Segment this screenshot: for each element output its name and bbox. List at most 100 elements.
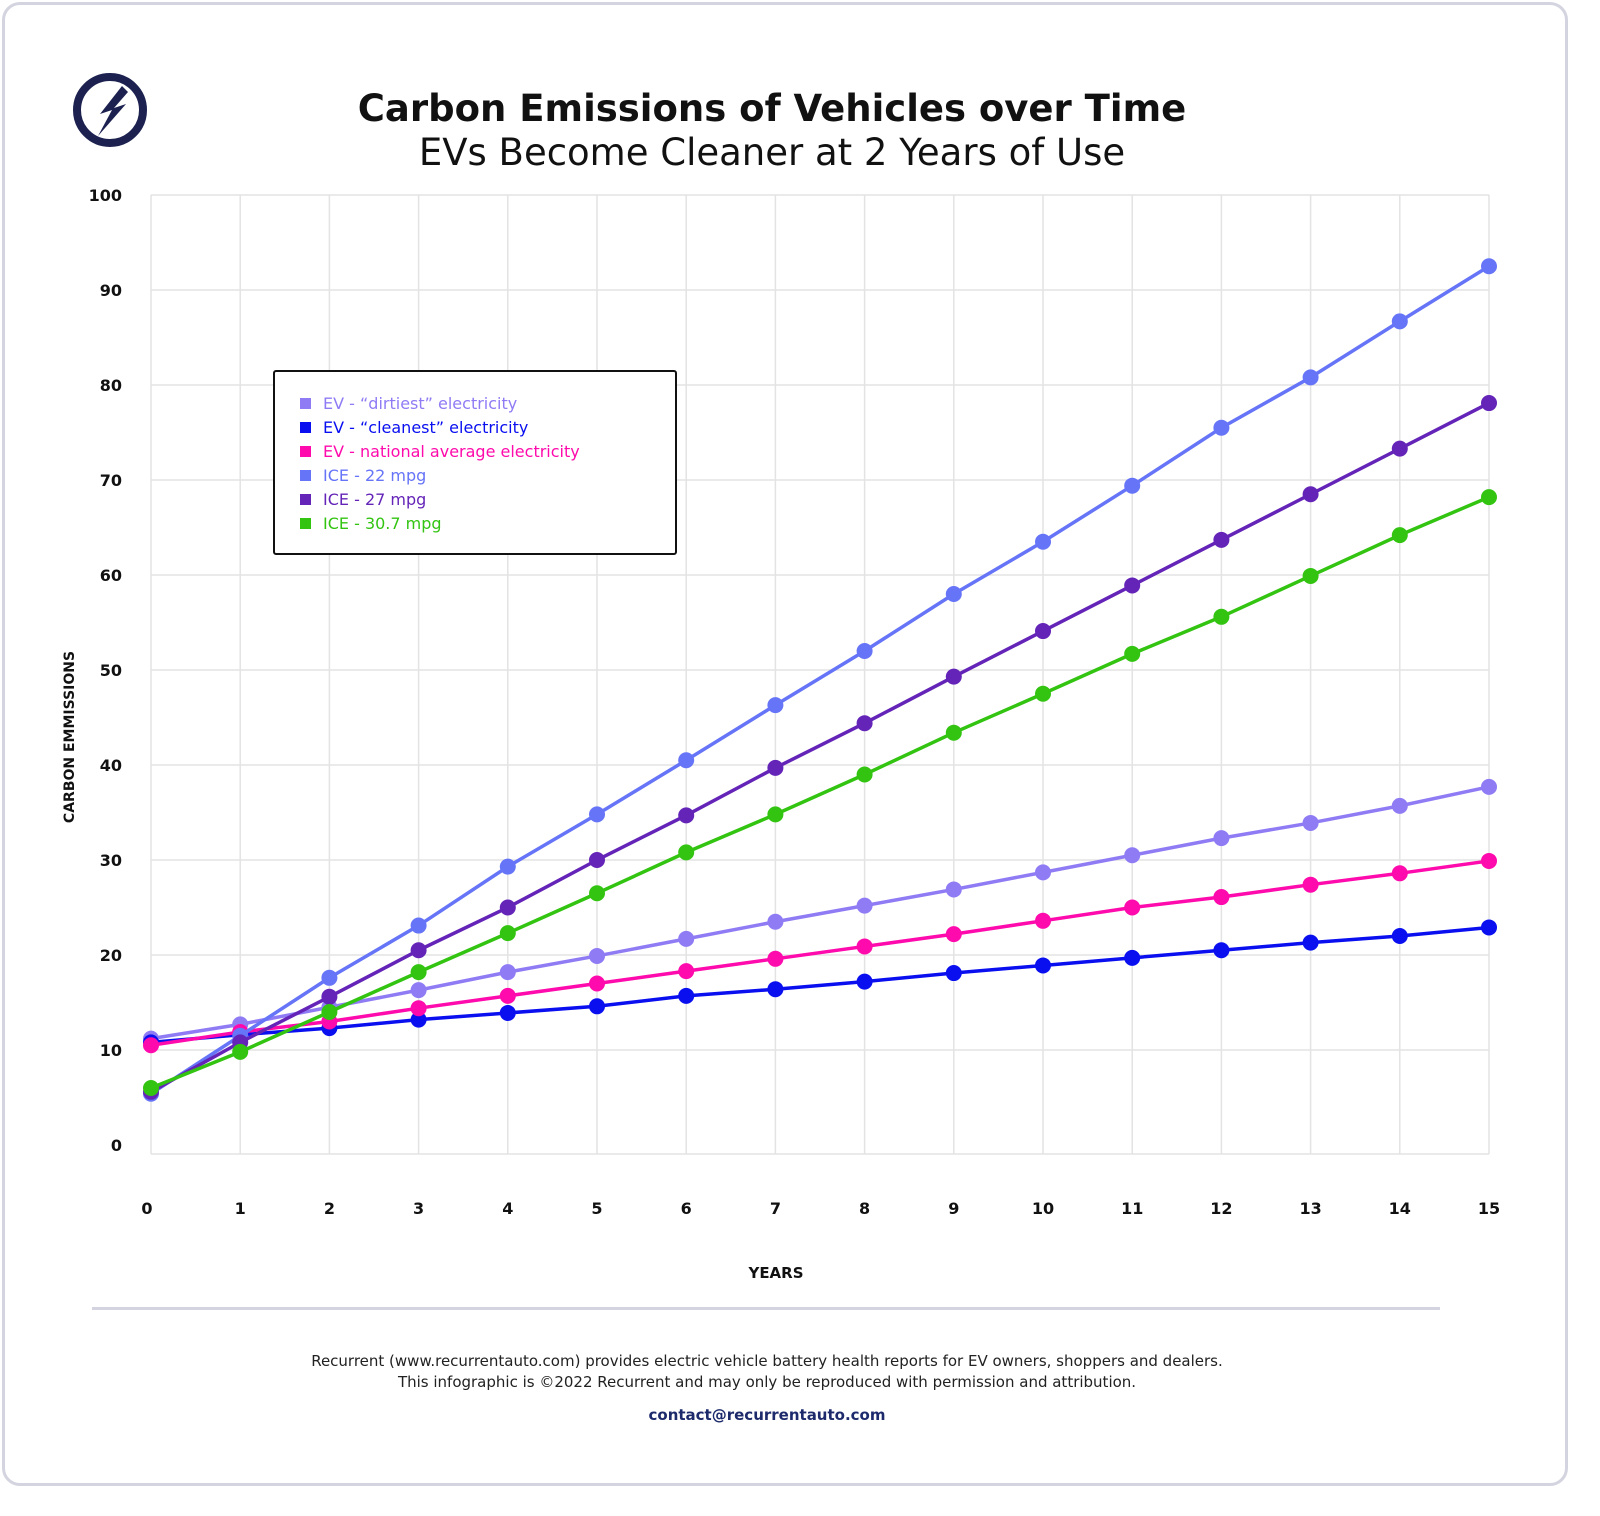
series-4: [143, 395, 1497, 1100]
series-3: [143, 258, 1497, 1102]
legend-label: EV - national average electricity: [323, 442, 580, 461]
data-point: [589, 806, 605, 823]
data-point: [1302, 814, 1319, 831]
data-point: [1124, 949, 1141, 966]
data-point: [321, 969, 338, 986]
legend-item: ICE - 22 mpg: [300, 466, 426, 485]
data-point: [856, 938, 873, 955]
series-1: [143, 919, 1497, 1051]
y-tick-label: 100: [89, 186, 122, 205]
data-point: [499, 899, 516, 916]
data-point: [678, 752, 695, 769]
series-line: [150, 925, 1490, 1045]
legend-swatch-icon: [300, 470, 311, 481]
data-point: [1213, 942, 1230, 959]
series-5: [143, 489, 1497, 1096]
series-line: [150, 495, 1490, 1090]
data-point: [1213, 531, 1230, 548]
data-point: [945, 965, 962, 982]
x-tick-label: 0: [141, 1199, 152, 1218]
legend-label: EV - “cleanest” electricity: [323, 418, 529, 437]
data-point: [232, 1043, 249, 1060]
infographic-frame: Carbon Emissions of Vehicles over Time E…: [2, 2, 1568, 1486]
legend-label: ICE - 22 mpg: [323, 466, 427, 485]
y-tick-label: 80: [100, 376, 122, 395]
y-tick-label: 90: [100, 281, 122, 300]
y-tick-label: 70: [100, 471, 122, 490]
data-point: [1302, 934, 1319, 951]
x-tick-label: 5: [591, 1199, 602, 1218]
data-point: [945, 881, 962, 898]
data-point: [589, 975, 605, 992]
data-point: [1481, 919, 1497, 936]
data-point: [499, 1004, 516, 1021]
series-line: [150, 264, 1490, 1096]
x-tick-label: 7: [770, 1199, 781, 1218]
x-tick-label: 9: [948, 1199, 959, 1218]
data-point: [1302, 567, 1319, 584]
data-point: [945, 724, 962, 741]
x-tick-label: 11: [1121, 1199, 1143, 1218]
legend-swatch-icon: [300, 446, 311, 457]
data-point: [410, 964, 427, 981]
x-tick-label: 10: [1032, 1199, 1054, 1218]
y-tick-label: 30: [100, 851, 122, 870]
data-point: [143, 1080, 159, 1096]
x-tick-label: 1: [235, 1199, 246, 1218]
data-point: [1124, 899, 1141, 916]
data-point: [499, 925, 516, 942]
data-point: [767, 950, 784, 967]
data-point: [589, 852, 605, 868]
chart-subtitle: EVs Become Cleaner at 2 Years of Use: [418, 131, 1126, 174]
data-point: [856, 715, 873, 732]
data-point: [1035, 864, 1051, 881]
x-tick-label: 8: [859, 1199, 870, 1218]
series-line: [150, 401, 1490, 1094]
data-point: [1391, 313, 1408, 330]
data-point: [767, 759, 784, 776]
data-point: [589, 998, 605, 1015]
legend-swatch-icon: [300, 494, 311, 505]
data-point: [1124, 645, 1141, 662]
data-point: [856, 973, 873, 990]
data-point: [856, 897, 873, 914]
data-point: [767, 913, 784, 930]
y-tick-label: 40: [100, 756, 122, 775]
series-line: [150, 785, 1490, 1041]
data-point: [1481, 258, 1497, 275]
data-point: [410, 982, 427, 999]
data-point: [1124, 477, 1141, 494]
y-tick-label: 60: [100, 566, 122, 585]
legend-item: ICE - 30.7 mpg: [300, 514, 442, 533]
data-point: [678, 963, 695, 980]
data-point: [1035, 533, 1051, 550]
data-point: [1035, 623, 1051, 640]
data-point: [589, 947, 605, 964]
data-point: [499, 858, 516, 875]
data-point: [945, 926, 962, 943]
contact-email-link[interactable]: contact@recurrentauto.com: [648, 1406, 886, 1424]
data-point: [1481, 489, 1497, 506]
data-point: [143, 1037, 159, 1054]
data-point: [1391, 527, 1408, 544]
data-point: [1302, 369, 1319, 386]
legend-label: ICE - 27 mpg: [323, 490, 427, 509]
data-point: [589, 885, 605, 902]
data-point: [410, 1000, 427, 1017]
data-point: [945, 586, 962, 602]
data-point: [1035, 912, 1051, 929]
data-point: [1391, 865, 1408, 882]
data-point: [1213, 419, 1230, 436]
series-lines: [143, 258, 1497, 1102]
y-tick-label: 50: [100, 661, 122, 680]
legend-item: EV - “cleanest” electricity: [300, 418, 528, 437]
data-point: [1391, 440, 1408, 457]
data-point: [767, 697, 784, 714]
data-point: [1213, 889, 1230, 906]
footer-text: Recurrent (www.recurrentauto.com) provid…: [311, 1352, 1223, 1370]
x-tick-label: 12: [1210, 1199, 1232, 1218]
data-point: [1124, 577, 1141, 594]
data-point: [1481, 778, 1497, 795]
